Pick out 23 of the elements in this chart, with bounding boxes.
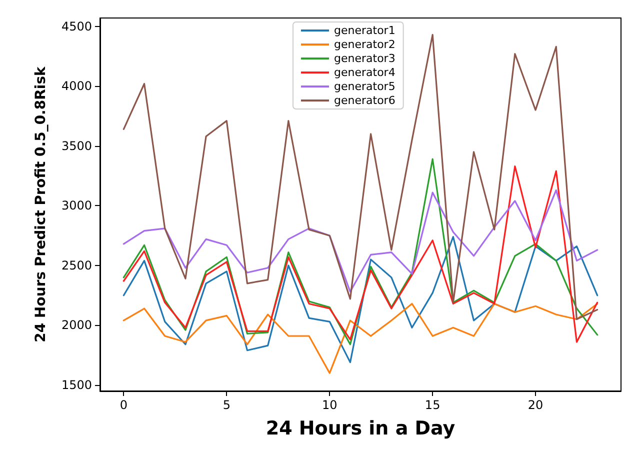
- y-tick-label: 2000: [61, 318, 92, 332]
- line-series: [122, 189, 598, 293]
- y-tick-label: 2500: [61, 258, 92, 272]
- x-tick-label: 5: [222, 398, 230, 412]
- x-tick-label: 10: [322, 398, 338, 412]
- y-tick-label: 4500: [61, 19, 92, 34]
- legend-label: generator3: [334, 52, 396, 65]
- legend-label: generator6: [334, 94, 396, 107]
- y-tick-label: 1500: [61, 378, 92, 392]
- line-series: [122, 302, 598, 374]
- x-axis-title: 24 Hours in a Day: [266, 418, 456, 440]
- legend-label: generator4: [334, 66, 396, 79]
- x-tick-label: 20: [528, 398, 544, 412]
- legend-label: generator1: [334, 24, 396, 37]
- y-tick-label: 4000: [61, 79, 92, 94]
- legend-label: generator2: [334, 38, 396, 51]
- legend-label: generator5: [334, 80, 396, 93]
- x-tick-label: 0: [120, 398, 128, 412]
- y-tick-label: 3000: [61, 198, 92, 213]
- y-axis-title: 24 Hours Predict Profit 0.5_0.8Risk: [33, 66, 49, 342]
- y-tick-label: 3500: [61, 138, 92, 153]
- line-series: [122, 236, 598, 364]
- x-tick-label: 15: [424, 398, 440, 412]
